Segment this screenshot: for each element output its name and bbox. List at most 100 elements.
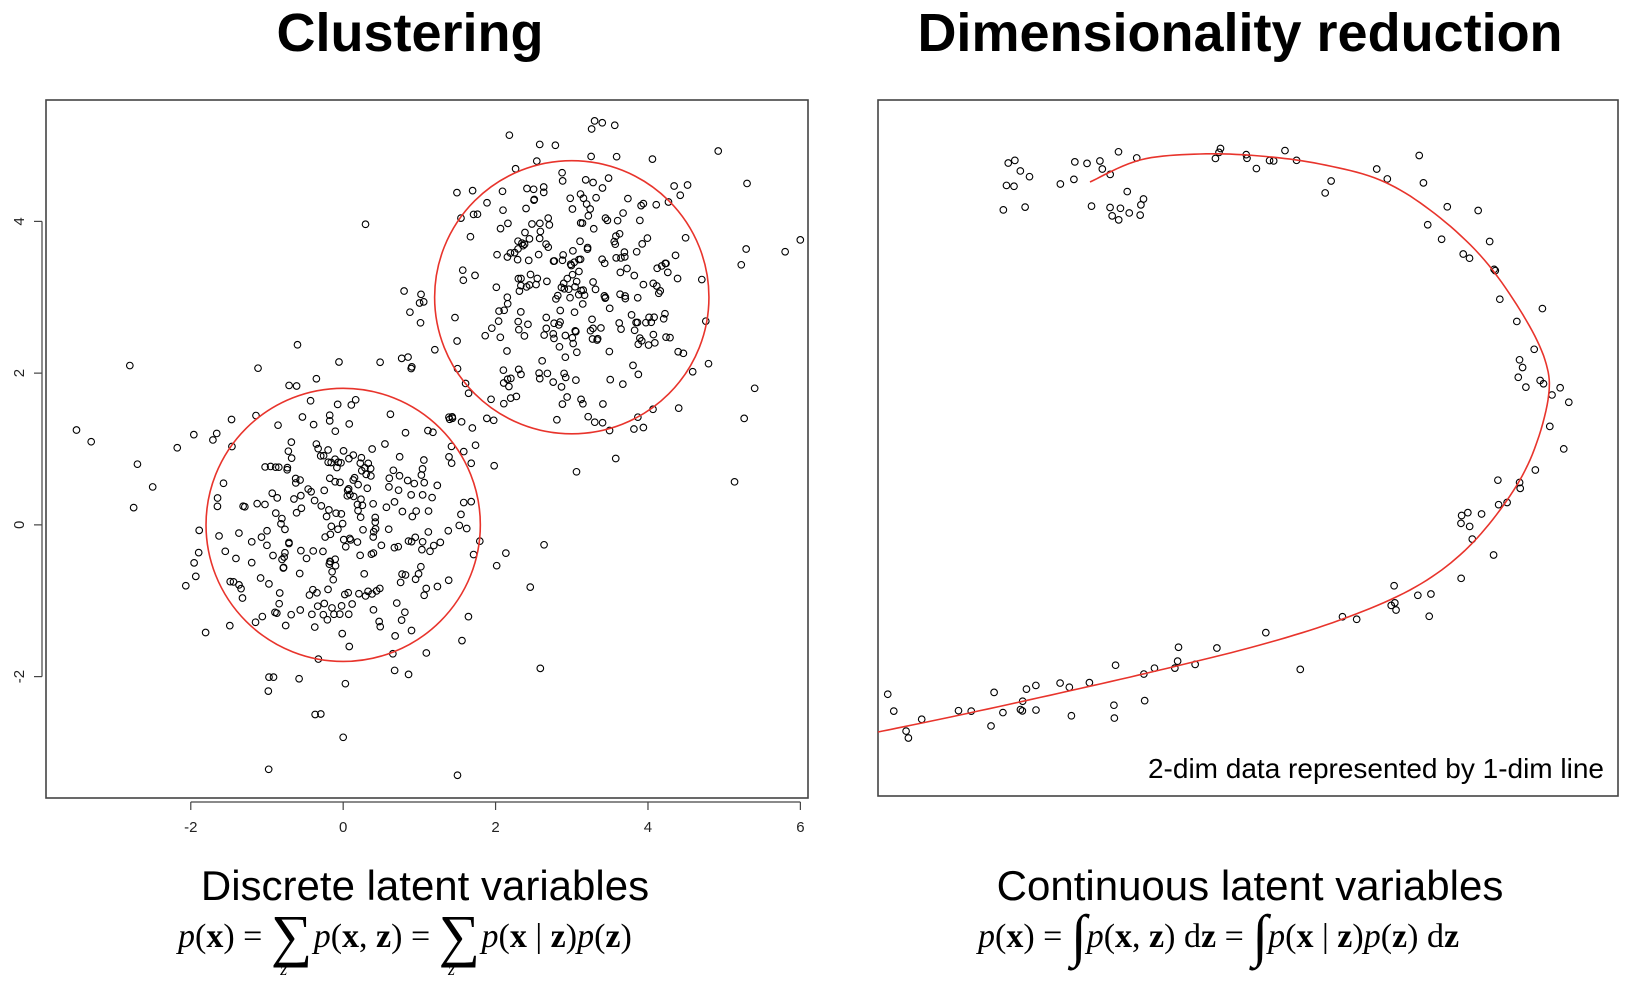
data-point xyxy=(556,306,565,315)
data-point xyxy=(612,152,621,161)
data-point xyxy=(606,375,615,384)
data-point xyxy=(1022,685,1031,693)
data-point xyxy=(238,594,247,602)
data-point xyxy=(213,502,222,511)
data-point xyxy=(576,237,584,246)
data-point xyxy=(406,308,414,317)
data-point xyxy=(1425,612,1434,621)
data-point xyxy=(221,547,230,556)
data-point xyxy=(517,370,525,379)
data-point xyxy=(1098,165,1107,173)
data-point xyxy=(445,413,453,422)
left-plot-frame xyxy=(45,99,809,799)
data-point xyxy=(325,417,334,425)
data-point xyxy=(417,562,425,571)
data-point xyxy=(551,141,560,150)
data-point xyxy=(261,463,269,471)
right-chart-annotation: 2-dim data represented by 1-dim line xyxy=(1148,753,1604,784)
data-point xyxy=(394,486,403,495)
data-point xyxy=(643,234,652,243)
dimensionality-reduction-chart: 2-dim data represented by 1-dim line xyxy=(877,99,1619,797)
data-point xyxy=(302,554,311,563)
data-point xyxy=(247,558,256,567)
data-point xyxy=(1083,159,1091,168)
data-point xyxy=(471,271,479,280)
data-point xyxy=(633,293,642,302)
x-tick-label: 4 xyxy=(644,819,652,836)
data-point xyxy=(390,666,399,675)
y-tick-label: 2 xyxy=(11,369,28,377)
data-point xyxy=(287,610,296,619)
data-point xyxy=(632,247,641,256)
data-point xyxy=(568,205,577,213)
data-point xyxy=(416,318,425,327)
data-point xyxy=(676,191,685,200)
data-point xyxy=(353,500,362,509)
data-point xyxy=(518,239,526,248)
data-point xyxy=(287,438,296,446)
data-point xyxy=(274,421,282,430)
data-point xyxy=(593,336,601,344)
data-point xyxy=(533,274,542,283)
data-point xyxy=(560,369,568,378)
data-point xyxy=(411,533,420,542)
data-point xyxy=(503,347,511,355)
data-point xyxy=(543,277,551,286)
data-point xyxy=(385,483,393,491)
data-point xyxy=(295,569,304,578)
data-point xyxy=(317,502,326,510)
data-point xyxy=(490,461,499,470)
data-point xyxy=(579,286,588,295)
data-point xyxy=(304,485,313,493)
data-point xyxy=(1463,508,1472,517)
data-point xyxy=(1096,157,1104,165)
data-point xyxy=(215,532,223,540)
data-point xyxy=(1559,445,1568,453)
data-point xyxy=(87,437,96,446)
data-point xyxy=(350,473,359,482)
data-point xyxy=(1516,484,1525,493)
data-point xyxy=(649,330,658,339)
data-point xyxy=(663,268,672,277)
data-point xyxy=(1070,175,1078,184)
data-point xyxy=(1065,683,1074,692)
data-point xyxy=(265,673,273,681)
data-point xyxy=(544,214,553,222)
data-point xyxy=(309,420,318,429)
data-point xyxy=(639,280,648,289)
data-point xyxy=(403,476,412,485)
cluster-circle xyxy=(205,387,482,663)
data-point xyxy=(293,340,302,349)
data-point xyxy=(296,491,305,500)
data-point xyxy=(514,365,523,374)
data-point xyxy=(568,270,577,279)
data-point xyxy=(404,353,412,361)
data-point xyxy=(987,722,995,730)
data-point xyxy=(1125,209,1134,217)
data-point xyxy=(269,673,278,681)
data-point xyxy=(619,209,627,217)
data-point xyxy=(650,338,659,347)
data-point xyxy=(503,299,512,308)
data-point xyxy=(535,219,544,228)
data-point xyxy=(1477,510,1486,518)
data-point xyxy=(306,396,315,405)
data-point xyxy=(559,279,568,288)
data-point xyxy=(587,152,595,161)
data-point xyxy=(349,451,358,459)
x-tick-label: 0 xyxy=(339,819,347,836)
data-point xyxy=(338,519,347,528)
data-point xyxy=(535,369,543,377)
data-point xyxy=(339,535,348,544)
data-point xyxy=(329,575,338,584)
data-point xyxy=(257,533,266,541)
data-point xyxy=(648,155,657,163)
data-point xyxy=(1512,317,1521,326)
data-point xyxy=(1110,701,1118,710)
data-point xyxy=(433,582,442,591)
data-point xyxy=(579,194,588,203)
data-point xyxy=(617,254,625,262)
data-point xyxy=(487,324,496,333)
data-point xyxy=(1281,146,1289,155)
data-point xyxy=(1110,714,1119,722)
